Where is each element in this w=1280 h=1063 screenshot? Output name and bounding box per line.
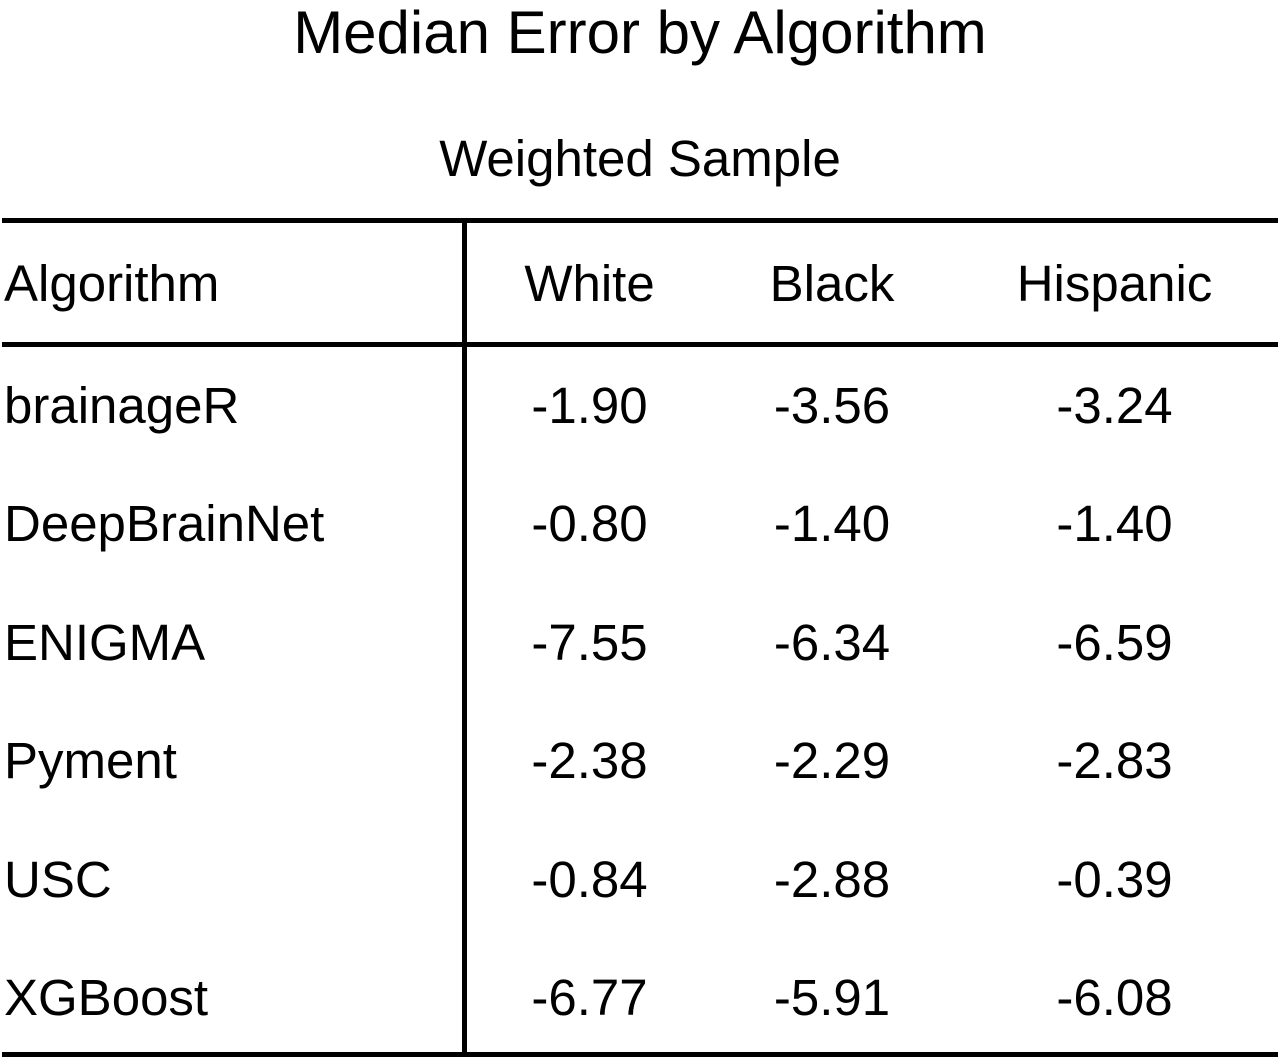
table-cell: -7.55: [531, 613, 648, 671]
table-cell: -2.38: [531, 732, 648, 790]
table-cell: -3.56: [773, 377, 891, 434]
row-label: XGBoost: [4, 969, 209, 1026]
row-label: DeepBrainNet: [4, 495, 325, 553]
table-cell: -1.90: [531, 377, 648, 434]
table-cell: -2.29: [773, 732, 891, 790]
row-label: brainageR: [4, 377, 240, 434]
column-header: Hispanic: [1016, 255, 1213, 312]
bottom-rule: [2, 1052, 1278, 1057]
table-title: Median Error by Algorithm: [293, 0, 987, 66]
column-divider: [462, 218, 467, 1057]
table-cell: -0.84: [531, 850, 648, 908]
table-cell: -0.80: [531, 495, 648, 553]
table-subtitle: Weighted Sample: [439, 130, 841, 187]
header-rule: [2, 342, 1278, 347]
row-label: Pyment: [4, 732, 177, 790]
table-cell: -6.08: [1056, 969, 1173, 1026]
table-cell: -0.39: [1056, 850, 1173, 908]
row-label: USC: [4, 850, 112, 908]
table-cell: -5.91: [773, 969, 891, 1026]
row-label: ENIGMA: [4, 613, 206, 671]
table-cell: -6.77: [531, 969, 648, 1026]
table-cell: -3.24: [1056, 377, 1173, 434]
table-cell: -6.34: [773, 613, 891, 671]
column-header: Algorithm: [4, 255, 220, 312]
table-cell: -2.83: [1056, 732, 1173, 790]
table-cell: -6.59: [1056, 613, 1173, 671]
column-header: White: [524, 255, 655, 312]
top-rule: [2, 218, 1278, 223]
table-cell: -1.40: [773, 495, 891, 553]
column-header: Black: [769, 255, 895, 312]
table-cell: -2.88: [773, 850, 891, 908]
table-cell: -1.40: [1056, 495, 1173, 553]
